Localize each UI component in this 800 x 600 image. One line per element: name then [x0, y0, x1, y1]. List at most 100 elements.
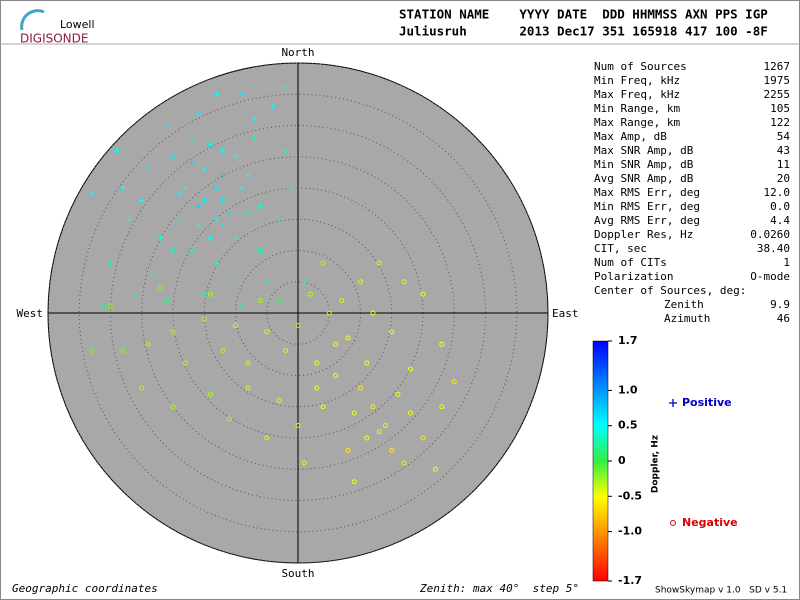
stat-label: Max RMS Err, deg — [594, 186, 700, 199]
positive-source — [233, 235, 238, 241]
positive-source — [189, 135, 195, 141]
positive-source — [126, 216, 132, 222]
positive-source — [264, 279, 270, 285]
positive-source — [158, 235, 163, 241]
negative-source — [264, 435, 270, 441]
negative-source — [245, 360, 251, 366]
negative-source — [370, 404, 376, 410]
stat-value: 54 — [777, 130, 791, 143]
stat-value: 1975 — [764, 74, 791, 87]
negative-source — [170, 329, 176, 335]
positive-source — [276, 298, 282, 303]
negative-source — [351, 479, 357, 485]
negative-source — [120, 348, 126, 353]
negative-source — [339, 298, 345, 303]
negative-source — [233, 323, 238, 328]
negative-source — [389, 448, 395, 453]
positive-source — [214, 185, 220, 191]
positive-source — [120, 185, 126, 191]
negative-source — [439, 341, 445, 347]
positive-source — [220, 198, 226, 203]
positive-source — [145, 166, 151, 172]
negative-source — [264, 329, 270, 335]
stat-label: Max Range, km — [594, 116, 680, 129]
stat-label: Avg SNR Amp, dB — [594, 172, 694, 185]
negative-source — [220, 348, 226, 353]
negative-source — [108, 304, 113, 310]
center-title: Center of Sources, deg: — [594, 284, 746, 297]
positive-source — [195, 223, 201, 228]
positive-source — [108, 260, 113, 266]
negative-source — [295, 323, 301, 328]
negative-source — [245, 385, 251, 391]
stat-value: 12.0 — [764, 186, 791, 199]
positive-source — [101, 304, 107, 310]
positive-source — [201, 166, 207, 172]
stat-label: CIT, sec — [594, 242, 647, 255]
east-label: East — [552, 307, 579, 320]
logo-swoosh — [20, 9, 45, 31]
negative-source — [345, 335, 351, 341]
positive-source — [164, 298, 170, 303]
negative-source — [389, 329, 395, 335]
stat-label: Num of Sources — [594, 60, 687, 73]
negative-source — [139, 385, 145, 391]
negative-source — [451, 379, 457, 385]
colorbar-label: Doppler, Hz — [651, 435, 661, 493]
negative-source — [314, 385, 320, 391]
stat-value: 38.40 — [757, 242, 790, 255]
positive-source — [245, 173, 251, 178]
stat-value: 122 — [770, 116, 790, 129]
stat-label: Min Freq, kHz — [594, 74, 680, 87]
negative-source — [370, 310, 376, 316]
negative-source — [258, 298, 263, 303]
legend-symbol — [669, 399, 677, 407]
positive-source — [258, 248, 263, 253]
positive-source — [176, 216, 182, 222]
positive-source — [301, 279, 307, 285]
positive-source — [233, 154, 238, 160]
positive-source — [276, 216, 282, 222]
footer-left: Geographic coordinates — [12, 582, 158, 595]
positive-source — [183, 266, 188, 272]
stat-value: 105 — [770, 102, 790, 115]
negative-source — [208, 291, 213, 297]
negative-source — [208, 391, 213, 397]
stat-label: Num of CITs — [594, 256, 667, 269]
negative-source — [89, 348, 95, 353]
positive-source — [214, 216, 220, 222]
header-values: Juliusruh 2013 Dec17 351 165918 417 100 … — [399, 24, 768, 39]
center-value: 9.9 — [770, 298, 790, 311]
stat-value: 20 — [777, 172, 790, 185]
negative-source — [358, 385, 363, 391]
positive-source — [195, 204, 201, 210]
colorbar-tick-label: 0.5 — [618, 419, 638, 432]
negative-source — [364, 435, 370, 441]
west-label: West — [17, 307, 44, 320]
negative-source — [170, 404, 176, 410]
positive-source — [239, 91, 245, 97]
positive-source — [189, 160, 195, 166]
positive-source — [201, 198, 207, 203]
positive-source — [170, 248, 176, 253]
positive-source — [164, 123, 170, 128]
positive-source — [283, 85, 288, 91]
negative-source — [158, 285, 163, 291]
stat-value: 1267 — [764, 60, 791, 73]
negative-source — [320, 260, 326, 266]
stat-label: Polarization — [594, 270, 673, 283]
logo-product: DIGISONDE — [20, 32, 88, 46]
negative-source — [295, 423, 301, 428]
positive-source — [226, 210, 232, 216]
logo-brand: Lowell — [60, 18, 95, 31]
positive-source — [114, 148, 120, 153]
center-label: Zenith — [664, 298, 704, 311]
negative-source — [439, 404, 445, 410]
positive-source — [176, 191, 182, 197]
positive-source — [89, 191, 95, 197]
positive-source — [239, 185, 245, 191]
negative-source — [364, 360, 370, 366]
positive-source — [226, 279, 232, 285]
legend-symbol — [670, 520, 676, 526]
